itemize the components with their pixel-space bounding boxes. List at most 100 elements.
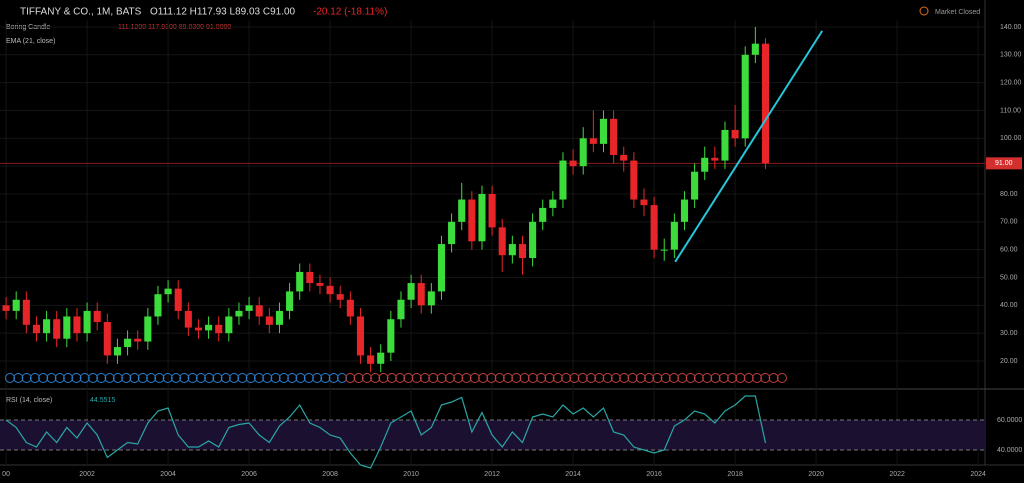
- candle-body: [701, 157, 709, 172]
- event-marker: [594, 373, 605, 383]
- event-marker: [669, 373, 679, 383]
- rsi-legend: RSI (14, close): [6, 397, 52, 404]
- candle-body: [478, 193, 486, 242]
- candle-body: [377, 352, 385, 364]
- event-marker: [195, 373, 206, 383]
- event-marker: [752, 373, 762, 383]
- event-marker: [220, 373, 231, 383]
- candle-body: [468, 199, 476, 242]
- x-tick-label: 2020: [808, 471, 824, 478]
- event-marker: [229, 373, 240, 383]
- candle-body: [306, 271, 314, 284]
- candle-body: [63, 316, 71, 339]
- candle-body: [265, 316, 273, 325]
- event-marker: [88, 373, 98, 383]
- event-marker: [693, 373, 704, 383]
- candle-body: [751, 43, 759, 55]
- candle-body: [599, 118, 608, 144]
- event-marker: [760, 373, 771, 383]
- candle-body: [154, 294, 162, 317]
- candle-body: [741, 54, 749, 139]
- event-marker: [254, 373, 264, 383]
- candle-body: [32, 324, 40, 334]
- event-marker: [212, 373, 223, 383]
- x-tick-label: 2024: [970, 471, 986, 478]
- event-marker: [677, 373, 688, 383]
- candle-body: [620, 155, 628, 161]
- candle-body: [194, 327, 203, 331]
- event-marker: [735, 373, 746, 383]
- event-marker: [370, 373, 381, 383]
- event-marker: [776, 373, 787, 383]
- candle-body: [113, 347, 121, 356]
- x-tick-label: 2014: [565, 471, 581, 478]
- event-marker: [685, 373, 696, 383]
- event-marker: [96, 373, 107, 383]
- candle-body: [731, 129, 739, 139]
- x-tick-label: 2012: [484, 471, 500, 478]
- x-tick-label: 2018: [727, 471, 743, 478]
- rsi-tick-label: 60.0000: [997, 417, 1022, 424]
- event-marker: [171, 373, 181, 383]
- event-marker: [46, 373, 57, 383]
- candle-body: [630, 160, 638, 200]
- y-tick-label: 110.00: [1000, 107, 1021, 114]
- event-marker: [303, 373, 314, 383]
- candle-body: [761, 43, 770, 164]
- x-tick-label: 2004: [160, 471, 176, 478]
- candle-body: [73, 316, 81, 334]
- event-marker: [13, 373, 24, 383]
- y-tick-label: 120.00: [1000, 79, 1022, 86]
- event-marker: [38, 373, 49, 383]
- event-marker: [768, 373, 779, 383]
- candle-body: [488, 193, 496, 228]
- candle-body: [427, 291, 435, 306]
- event-marker: [644, 373, 655, 383]
- y-tick-label: 50.00: [1000, 274, 1018, 281]
- candle-body: [539, 207, 547, 222]
- candle-body: [610, 118, 618, 156]
- candle-body: [286, 291, 294, 311]
- event-marker: [403, 373, 414, 383]
- event-marker: [627, 373, 638, 383]
- change-text: -20.12 (-18.11%): [313, 7, 387, 18]
- status: Market Closed: [935, 9, 980, 16]
- x-tick-label: 00: [2, 471, 10, 478]
- event-marker: [179, 373, 190, 383]
- event-marker: [494, 373, 505, 383]
- event-marker: [702, 373, 713, 383]
- y-tick-label: 20.00: [1000, 358, 1018, 365]
- candle-body: [205, 324, 213, 331]
- event-marker: [486, 373, 497, 383]
- candle-body: [417, 283, 425, 306]
- x-tick-label: 2016: [646, 471, 662, 478]
- candle-body: [569, 160, 577, 167]
- candle-body: [650, 205, 658, 250]
- event-marker: [295, 373, 306, 383]
- candle-body: [680, 199, 689, 222]
- event-marker: [386, 373, 397, 383]
- event-marker: [337, 373, 347, 383]
- event-marker: [137, 373, 148, 383]
- event-marker: [121, 373, 132, 383]
- event-marker: [154, 373, 165, 383]
- ohlc-text: O111.12 H117.93 L89.03 C91.00: [150, 7, 296, 18]
- candle-body: [670, 221, 678, 250]
- event-marker: [619, 373, 630, 383]
- event-marker: [420, 373, 430, 383]
- event-marker: [569, 373, 580, 383]
- event-marker: [544, 373, 555, 383]
- event-marker: [743, 373, 754, 383]
- y-tick-label: 60.00: [1000, 246, 1018, 253]
- event-marker: [727, 373, 738, 383]
- event-marker: [660, 373, 671, 383]
- y-tick-label: 40.00: [1000, 302, 1018, 309]
- candle-body: [711, 157, 719, 161]
- candle-body: [549, 199, 557, 208]
- candle-body: [2, 305, 10, 311]
- candle-body: [508, 244, 516, 256]
- event-marker: [378, 373, 389, 383]
- candle-body: [124, 338, 132, 348]
- event-marker: [312, 373, 323, 383]
